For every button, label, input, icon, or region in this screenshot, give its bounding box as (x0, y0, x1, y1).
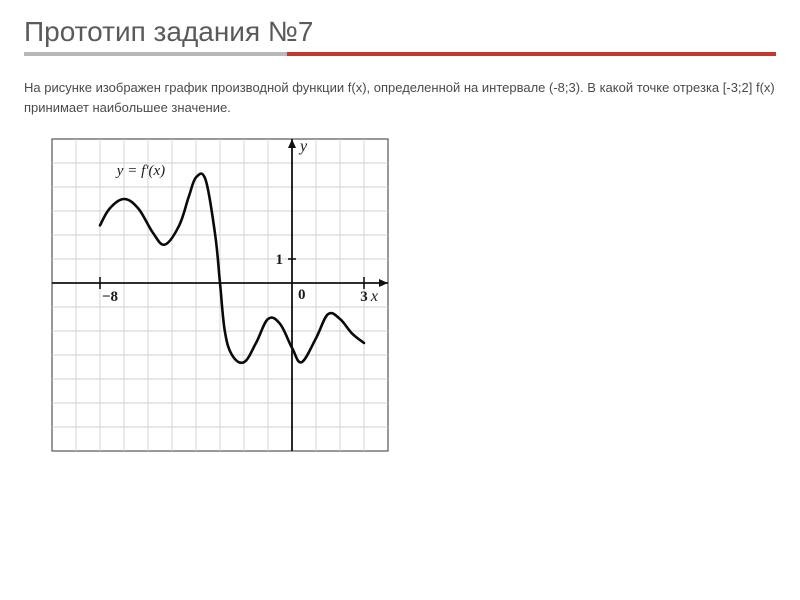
page-title: Прототип задания №7 (24, 16, 776, 48)
svg-text:1: 1 (276, 252, 284, 268)
title-underline (24, 52, 776, 56)
svg-text:−8: −8 (102, 289, 118, 305)
problem-statement: На рисунке изображен график производной … (0, 64, 800, 127)
derivative-chart: y x 1 0 −8 3 y = f′(x) (48, 135, 392, 455)
svg-text:y: y (298, 138, 308, 155)
underline-red (287, 52, 776, 56)
svg-text:x: x (370, 288, 378, 305)
underline-gray (24, 52, 287, 56)
svg-text:3: 3 (360, 289, 368, 305)
svg-text:y = f′(x): y = f′(x) (115, 163, 165, 179)
chart-container: y x 1 0 −8 3 y = f′(x) (0, 127, 800, 455)
svg-text:0: 0 (298, 287, 306, 303)
